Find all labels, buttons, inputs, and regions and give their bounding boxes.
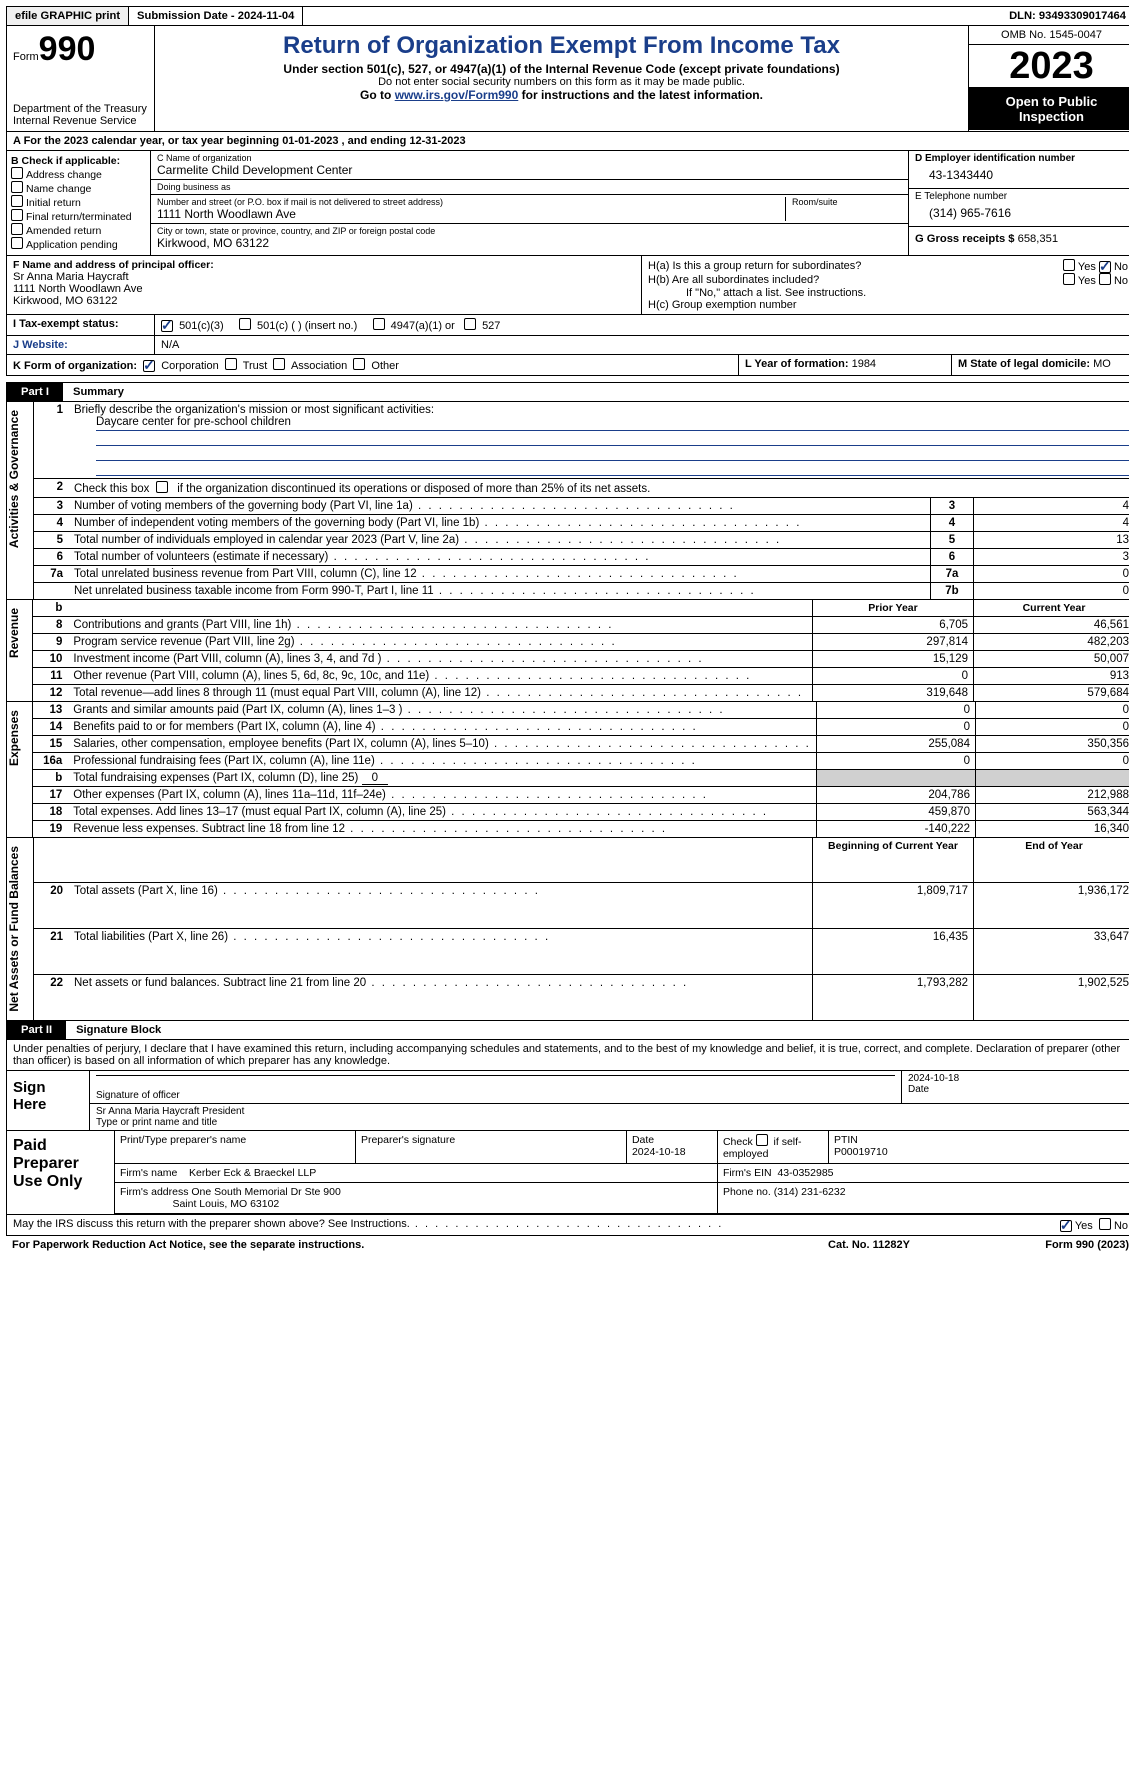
chk-discuss-yes[interactable] [1060,1220,1072,1232]
h-b-note: If "No," attach a list. See instructions… [648,287,1128,299]
omb-number: OMB No. 1545-0047 [969,26,1129,45]
chk-sub-yes[interactable] [1063,273,1075,285]
chk-501c[interactable] [239,318,251,330]
expenses-section: Expenses 13Grants and similar amounts pa… [6,702,1129,838]
chk-trust[interactable] [225,358,237,370]
officer-name: Sr Anna Maria Haycraft President [96,1106,244,1117]
chk-final-return[interactable] [11,209,23,221]
form-org-row: K Form of organization: Corporation Trus… [6,355,1129,376]
form-title: Return of Organization Exempt From Incom… [163,32,960,60]
subtitle-section: Under section 501(c), 527, or 4947(a)(1)… [163,62,960,76]
chk-501c3[interactable] [161,320,173,332]
submission-date: Submission Date - 2024-11-04 [129,7,303,25]
dba-cell: Doing business as [151,180,908,195]
chk-amended-return[interactable] [11,223,23,235]
part-ii-bar: Part II Signature Block [6,1021,1129,1040]
chk-name-change[interactable] [11,181,23,193]
section-a-tax-year: A For the 2023 calendar year, or tax yea… [6,132,1129,151]
org-name-cell: C Name of organization Carmelite Child D… [151,151,908,180]
chk-assoc[interactable] [273,358,285,370]
paid-preparer-block: Paid Preparer Use Only Print/Type prepar… [6,1131,1129,1215]
dln: DLN: 93493309017464 [1001,7,1129,25]
tax-year: 2023 [969,45,1129,88]
gross-receipts-cell: G Gross receipts $ 658,351 [909,227,1129,251]
penalty-statement: Under penalties of perjury, I declare th… [6,1040,1129,1071]
website-row: J Website: N/A [6,336,1129,355]
discuss-row: May the IRS discuss this return with the… [6,1215,1129,1236]
mission-label: Briefly describe the organization's miss… [74,404,434,416]
chk-other[interactable] [353,358,365,370]
form-number: Form990 [13,30,148,69]
form-header: Form990 Department of the Treasury Inter… [6,26,1129,132]
phone-cell: E Telephone number (314) 965-7616 [909,189,1129,227]
revenue-section: Revenue bPrior YearCurrent Year 8Contrib… [6,600,1129,702]
chk-self-employed[interactable] [756,1134,768,1146]
chk-527[interactable] [464,318,476,330]
officer-and-group: F Name and address of principal officer:… [6,256,1129,315]
city-cell: City or town, state or province, country… [151,224,908,252]
chk-group-no[interactable] [1099,261,1111,273]
mission-text: Daycare center for pre-school children [96,416,1129,431]
dept-treasury: Department of the Treasury Internal Reve… [13,103,148,127]
chk-discuss-no[interactable] [1099,1218,1111,1230]
chk-4947[interactable] [373,318,385,330]
ein-cell: D Employer identification number 43-1343… [909,151,1129,189]
entity-info: B Check if applicable: Address change Na… [6,151,1129,256]
chk-discontinued[interactable] [156,481,168,493]
efile-print-button[interactable]: efile GRAPHIC print [7,7,129,25]
street-address-cell: Number and street (or P.O. box if mail i… [151,195,908,224]
open-public-inspection: Open to Public Inspection [969,88,1129,130]
chk-application-pending[interactable] [11,237,23,249]
activities-governance: Activities & Governance 1 Briefly descri… [6,402,1129,600]
line2-text: Check this box if the organization disco… [74,483,650,495]
net-assets-section: Net Assets or Fund Balances Beginning of… [6,838,1129,1021]
chk-initial-return[interactable] [11,195,23,207]
chk-address-change[interactable] [11,167,23,179]
h-b-label: H(b) Are all subordinates included? [648,274,1063,286]
chk-group-yes[interactable] [1063,259,1075,271]
sign-here-block: Sign Here Signature of officer 2024-10-1… [6,1071,1129,1131]
irs-link[interactable]: www.irs.gov/Form990 [395,88,519,102]
footer-row: For Paperwork Reduction Act Notice, see … [6,1236,1129,1254]
tax-exempt-status: I Tax-exempt status: 501(c)(3) 501(c) ( … [6,315,1129,336]
instructions-line: Go to www.irs.gov/Form990 for instructio… [163,88,960,102]
chk-sub-no[interactable] [1099,273,1111,285]
part-i-bar: Part I Summary [6,382,1129,402]
chk-corp[interactable] [143,360,155,372]
section-b-checkboxes: B Check if applicable: Address change Na… [7,151,151,255]
h-a-label: H(a) Is this a group return for subordin… [648,260,1063,272]
top-bar: efile GRAPHIC print Submission Date - 20… [6,6,1129,26]
h-c-label: H(c) Group exemption number [648,299,1128,311]
ssn-warning: Do not enter social security numbers on … [163,76,960,88]
